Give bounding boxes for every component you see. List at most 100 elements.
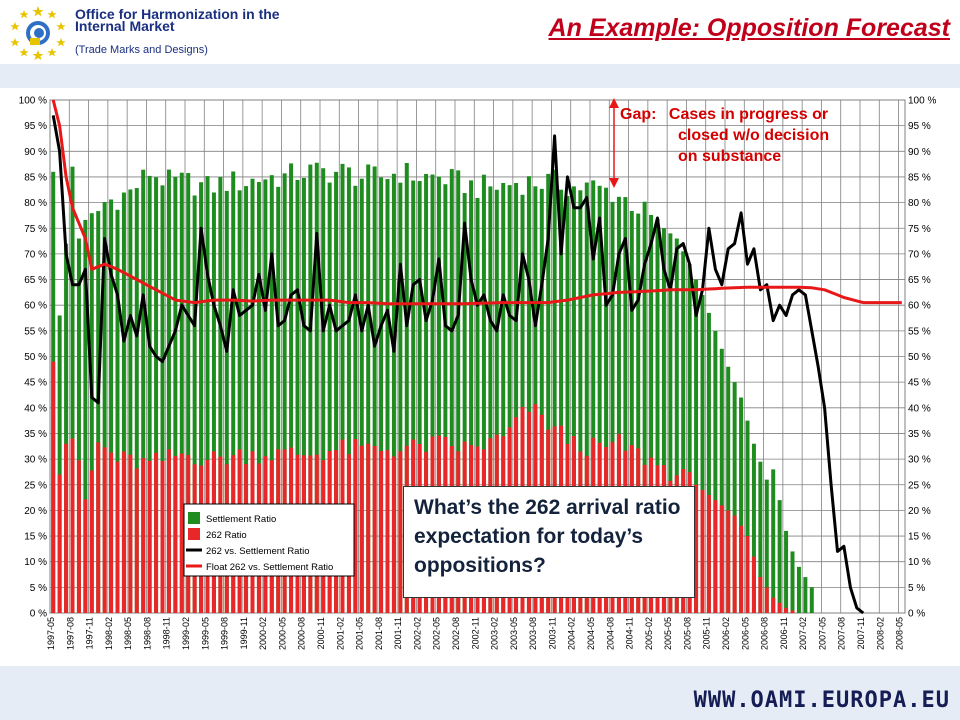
y-tick-label-left: 60 % (24, 301, 47, 312)
y-tick-label-right: 100 % (908, 96, 936, 107)
settlement-bar (314, 162, 319, 613)
ratio262-bar (115, 461, 120, 613)
x-tick-label: 1998-05 (123, 617, 133, 650)
x-tick-label: 2004-11 (625, 617, 635, 649)
y-tick-label-left: 20 % (24, 506, 47, 517)
settlement-bar (96, 211, 101, 614)
header: Office for Harmonization in the Internal… (0, 0, 960, 64)
settlement-bar (520, 194, 525, 614)
x-tick-label: 2003-02 (490, 617, 500, 650)
gap-arrow-head-down (609, 178, 619, 188)
x-tick-label: 2002-02 (412, 617, 422, 650)
ratio262-bar (764, 587, 769, 613)
x-tick-label: 2000-08 (297, 617, 307, 650)
settlement-bar (649, 214, 654, 613)
ratio262-bar (134, 468, 139, 613)
footer-url: WWW.OAMI.EUROPA.EU (693, 688, 950, 713)
y-tick-label-right: 55 % (908, 326, 931, 337)
x-tick-label: 2007-05 (817, 617, 827, 650)
gap-arrow-head-up (609, 98, 619, 108)
x-tick-label: 2004-08 (605, 617, 615, 650)
y-tick-label-right: 15 % (908, 532, 931, 543)
x-tick-label: 2005-08 (682, 617, 692, 650)
y-tick-label-left: 5 % (30, 583, 47, 594)
settlement-bar (179, 172, 184, 613)
x-tick-label: 2002-11 (470, 617, 480, 649)
settlement-bar (700, 294, 705, 613)
settlement-bar (481, 174, 486, 613)
y-tick-label-left: 95 % (24, 121, 47, 132)
settlement-bar (141, 169, 146, 613)
gap-annotation: Gap: Cases in progress or closed w/o dec… (620, 104, 888, 167)
settlement-bar (559, 189, 564, 614)
y-tick-label-right: 95 % (908, 121, 931, 132)
line-float-262-vs-settlement (51, 99, 902, 306)
ratio262-bar (790, 610, 795, 613)
ratio262-bar (726, 510, 731, 613)
settlement-bar (732, 382, 737, 613)
y-tick-label-right: 30 % (908, 455, 931, 466)
y-tick-label-right: 45 % (908, 378, 931, 389)
settlement-bar (546, 173, 551, 613)
ratio262-bar (179, 453, 184, 613)
settlement-bar (250, 178, 255, 613)
settlement-bar (430, 174, 435, 613)
settlement-bar (565, 196, 570, 613)
x-tick-label: 2007-08 (837, 617, 847, 650)
ratio262-bar (353, 439, 358, 613)
x-tick-label: 1999-11 (239, 617, 249, 649)
settlement-bar (237, 190, 242, 613)
x-tick-label: 2004-02 (567, 617, 577, 650)
settlement-bar (102, 201, 107, 613)
settlement-bar (809, 587, 814, 613)
ratio262-bar (719, 505, 724, 613)
x-tick-label: 2001-02 (335, 617, 345, 650)
settlement-bar (739, 397, 744, 613)
settlement-bar (424, 173, 429, 613)
y-tick-label-right: 90 % (908, 147, 931, 158)
ratio262-bar (109, 452, 114, 613)
legend-label: 262 vs. Settlement Ratio (206, 546, 310, 557)
settlement-bar (629, 210, 634, 613)
settlement-bar (366, 164, 371, 613)
settlement-bar (623, 197, 628, 614)
y-tick-label-right: 70 % (908, 249, 931, 260)
chart-area: 0 % 0 % 5 % 5 % 10 % 10 % 15 % 15 % 20 % 20 % 25 %… (0, 88, 960, 666)
settlement-bar (616, 196, 621, 613)
ratio262-bar (700, 489, 705, 613)
settlement-bar (494, 189, 499, 613)
header-band (0, 64, 960, 88)
y-tick-label-left: 75 % (24, 224, 47, 235)
x-tick-label: 1999-08 (220, 617, 230, 650)
y-tick-label-right: 25 % (908, 480, 931, 491)
settlement-bar (771, 469, 776, 613)
settlement-bar (166, 169, 171, 613)
settlement-bar (584, 182, 589, 613)
y-tick-label-left: 80 % (24, 198, 47, 209)
x-tick-label: 2001-08 (374, 617, 384, 650)
settlement-bar (263, 179, 268, 613)
ratio262-bar (102, 447, 107, 613)
settlement-bar (327, 182, 332, 613)
ratio262-bar (739, 525, 744, 613)
y-tick-label-right: 80 % (908, 198, 931, 209)
x-tick-label: 1999-02 (181, 617, 191, 650)
x-tick-label: 2006-11 (779, 617, 789, 649)
settlement-bar (308, 164, 313, 613)
settlement-bar (803, 577, 808, 613)
settlement-bar (674, 238, 679, 613)
gap-text-line-1: Cases in progress or (668, 106, 829, 123)
settlement-bar (269, 175, 274, 613)
settlement-bar (681, 251, 686, 613)
settlement-bar (346, 167, 351, 613)
settlement-bar (115, 209, 120, 613)
line-262-vs-settlement (51, 115, 865, 615)
ratio262-bar (154, 452, 159, 613)
x-tick-label: 2002-08 (451, 617, 461, 650)
legend-box (183, 503, 355, 577)
settlement-bar (372, 166, 377, 613)
settlement-bar (173, 176, 178, 613)
settlement-bar (154, 177, 159, 613)
ratio262-bar (372, 446, 377, 613)
settlement-bar (147, 175, 152, 614)
